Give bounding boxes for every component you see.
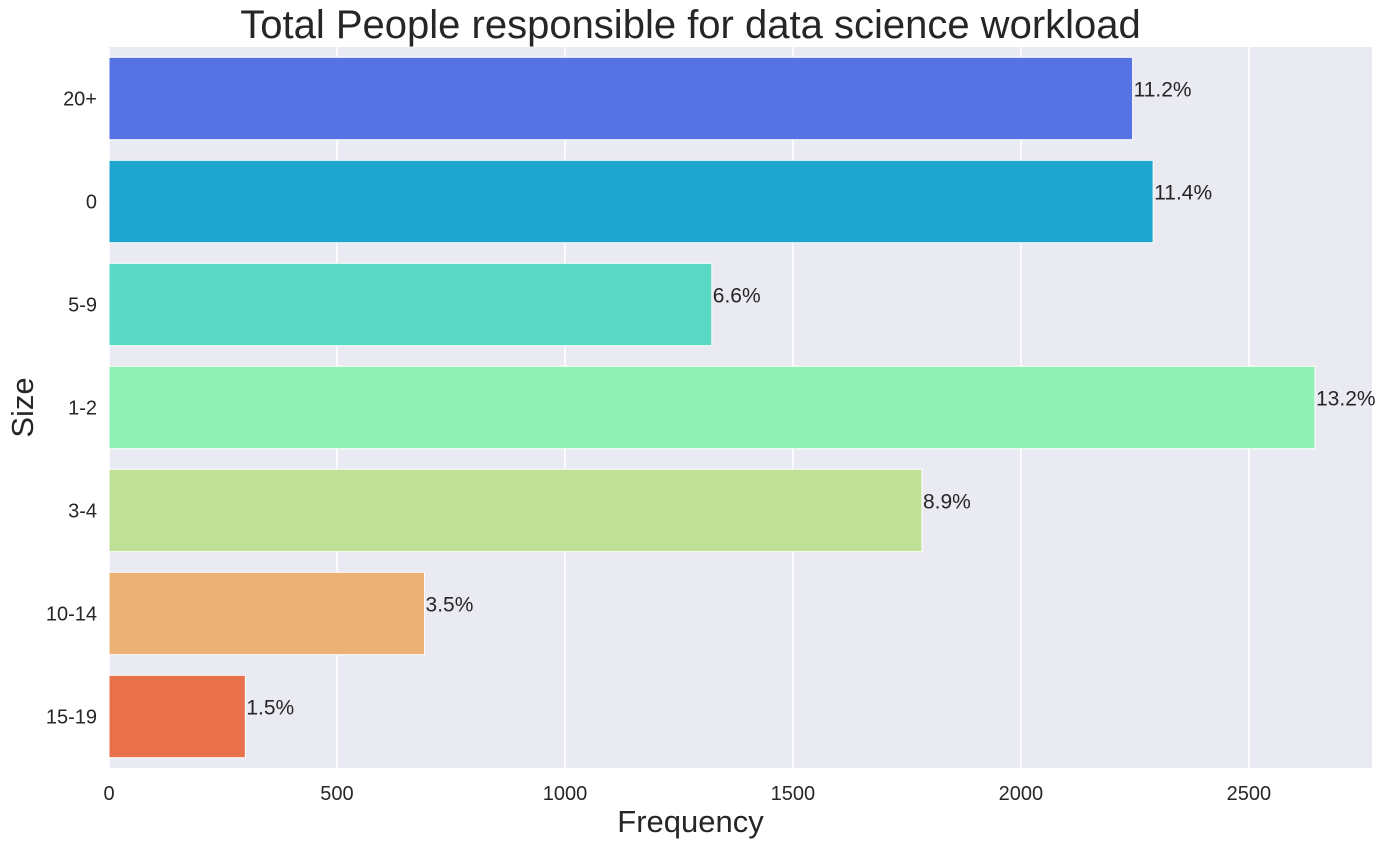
x-tick-label: 2500: [1227, 783, 1272, 805]
x-axis-label: Frequency: [617, 804, 764, 839]
bar-5-9: [108, 262, 713, 347]
x-tick-label: 1500: [771, 783, 816, 805]
data-label: 13.2%: [1316, 388, 1376, 411]
x-tick-label: 500: [320, 783, 353, 805]
bar-20+: [108, 56, 1134, 141]
chart-title: Total People responsible for data scienc…: [240, 3, 1141, 47]
bar-10-14: [108, 571, 426, 656]
data-label: 3.5%: [426, 594, 474, 617]
x-tick-labels: 0 500 1000 1500 2000 2500: [103, 783, 1271, 805]
bar-3-4: [108, 468, 923, 553]
data-label: 1.5%: [246, 697, 294, 720]
y-axis-label: Size: [5, 377, 40, 437]
y-tick-label: 3-4: [68, 501, 97, 523]
x-tick-label: 0: [103, 783, 114, 805]
data-label: 11.2%: [1134, 79, 1192, 102]
y-tick-label: 20+: [63, 89, 97, 111]
bar-0: [108, 159, 1154, 244]
y-tick-label: 10-14: [46, 604, 97, 626]
x-tick-label: 2000: [999, 783, 1044, 805]
y-tick-label: 15-19: [46, 707, 97, 729]
data-labels: 11.2% 11.4% 6.6% 13.2% 8.9% 3.5% 1.5%: [246, 79, 1375, 720]
y-tick-label: 5-9: [68, 295, 97, 317]
data-label: 6.6%: [713, 285, 761, 308]
data-label: 11.4%: [1154, 182, 1212, 205]
bars: [108, 56, 1316, 759]
x-tick-label: 1000: [543, 783, 588, 805]
y-tick-labels: 20+ 0 5-9 1-2 3-4 10-14 15-19: [46, 89, 97, 729]
bar-15-19: [108, 674, 246, 759]
y-tick-label: 1-2: [68, 398, 97, 420]
data-label: 8.9%: [923, 491, 971, 514]
y-tick-label: 0: [86, 192, 97, 214]
bar-1-2: [108, 365, 1316, 450]
